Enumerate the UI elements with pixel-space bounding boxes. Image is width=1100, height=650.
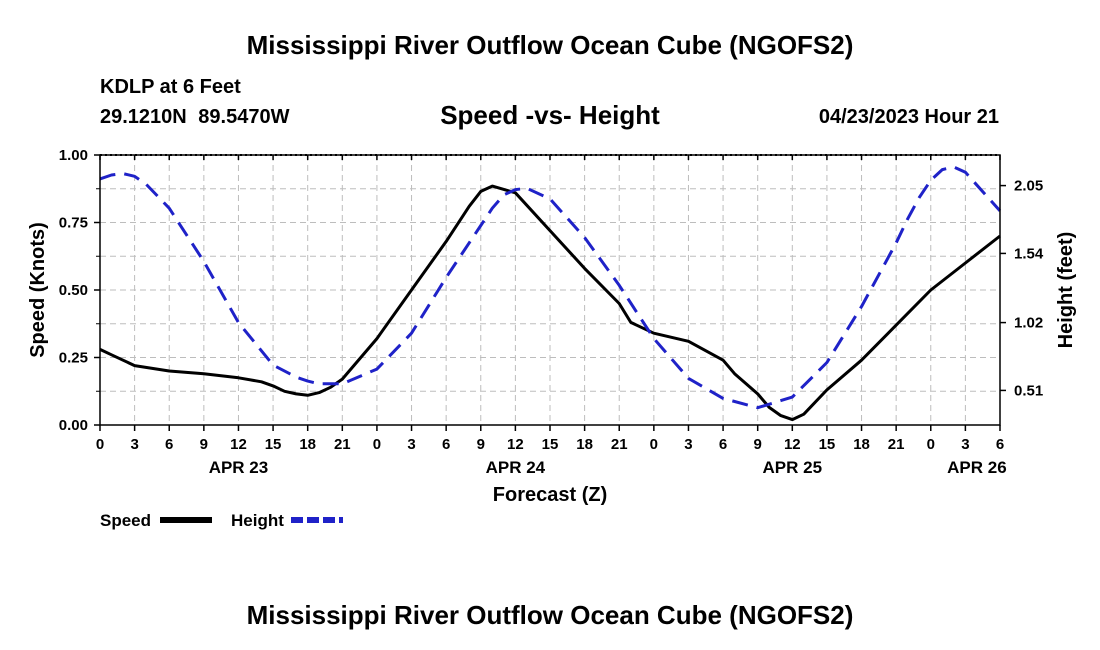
grid xyxy=(100,155,1000,425)
x-tick-label: 9 xyxy=(200,436,208,453)
legend-label-height: Height xyxy=(231,511,284,530)
series-layer xyxy=(99,165,1002,422)
x-tick-label: 0 xyxy=(373,436,381,453)
height-series-line xyxy=(99,165,1002,410)
x-tick-label: 21 xyxy=(888,436,905,453)
date-label: APR 25 xyxy=(763,458,823,477)
y-tick-label: 0.75 xyxy=(59,215,88,232)
y2-tick-label: 1.02 xyxy=(1014,315,1043,332)
x-tick-label: 15 xyxy=(819,436,836,453)
x-tick-label: 18 xyxy=(299,436,316,453)
x-tick-label: 12 xyxy=(507,436,524,453)
x-tick-label: 6 xyxy=(719,436,727,453)
speed-height-chart: 0 3 6 9 12 15 18 21 0 3 6 9 12 15 18 21 0 3 6 9 12 15 18 21 0 3 6 A… xyxy=(27,147,1077,530)
x-tick-label: 18 xyxy=(576,436,593,453)
x-axis-label: Forecast (Z) xyxy=(493,484,607,506)
x-tick-label: 0 xyxy=(650,436,658,453)
x-tick-label: 15 xyxy=(542,436,559,453)
x-tick-label: 21 xyxy=(334,436,351,453)
main-title: Mississippi River Outflow Ocean Cube (NG… xyxy=(246,30,854,60)
x-tick-label: 3 xyxy=(130,436,138,453)
y2-tick-label: 2.05 xyxy=(1014,178,1043,195)
x-tick-label: 21 xyxy=(611,436,628,453)
chart-subtitle: Speed -vs- Height xyxy=(440,100,660,130)
y-tick-label: 0.50 xyxy=(59,282,88,299)
date-label: APR 23 xyxy=(209,458,269,477)
y-axis-label: Speed (Knots) xyxy=(27,222,49,358)
station-label: KDLP at 6 Feet xyxy=(100,76,241,98)
x-tick-label: 3 xyxy=(407,436,415,453)
y-tick-label: 1.00 xyxy=(59,147,88,164)
legend: Speed Height xyxy=(100,511,343,530)
y-tick-label: 0.00 xyxy=(59,417,88,434)
x-tick-label: 0 xyxy=(96,436,104,453)
x-tick-label: 12 xyxy=(230,436,247,453)
y2-axis-label: Height (feet) xyxy=(1055,232,1077,349)
x-tick-label: 9 xyxy=(754,436,762,453)
footer-title: Mississippi River Outflow Ocean Cube (NG… xyxy=(246,600,854,630)
coordinates-label: 29.1210N 89.5470W xyxy=(100,106,290,128)
x-tick-label: 18 xyxy=(853,436,870,453)
y2-tick-label: 0.51 xyxy=(1014,382,1043,399)
x-tick-label: 15 xyxy=(265,436,282,453)
x-tick-label: 9 xyxy=(477,436,485,453)
date-label: APR 24 xyxy=(486,458,546,477)
axes: 0 3 6 9 12 15 18 21 0 3 6 9 12 15 18 21 0 3 6 9 12 15 18 21 0 3 6 A… xyxy=(27,147,1077,506)
y-tick-label: 0.25 xyxy=(59,350,88,367)
x-tick-label: 3 xyxy=(684,436,692,453)
legend-label-speed: Speed xyxy=(100,511,151,530)
y2-tick-label: 1.54 xyxy=(1014,245,1044,262)
x-tick-label: 6 xyxy=(165,436,173,453)
x-tick-label: 12 xyxy=(784,436,801,453)
x-tick-label: 6 xyxy=(996,436,1004,453)
date-label: APR 26 xyxy=(947,458,1007,477)
x-tick-label: 6 xyxy=(442,436,450,453)
speed-series-line xyxy=(99,184,1001,422)
x-tick-label: 3 xyxy=(961,436,969,453)
forecast-datetime: 04/23/2023 Hour 21 xyxy=(818,106,999,128)
x-tick-label: 0 xyxy=(927,436,935,453)
